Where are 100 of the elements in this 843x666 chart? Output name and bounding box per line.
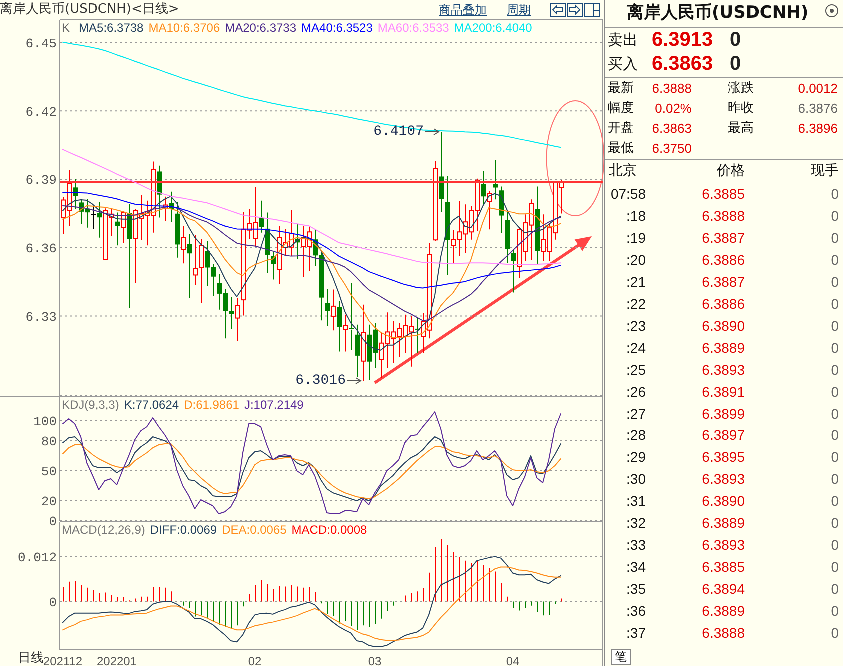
candlestick — [348, 282, 354, 350]
data-label: 6.3891 — [702, 384, 745, 400]
x-axis-title: 日线 — [18, 651, 44, 666]
y-tick-label: :31 — [626, 493, 646, 510]
text: MA10:6.3706 — [148, 21, 220, 36]
data-label: 0 — [831, 252, 839, 268]
y-tick-label: :28 — [626, 427, 646, 444]
text: 买入 — [608, 55, 638, 73]
data-label: 0 — [831, 581, 839, 598]
data-label: 6.3887 — [702, 230, 745, 246]
y-tick-label: :23 — [626, 318, 646, 334]
data-label: 0 — [831, 208, 839, 224]
y-tick-label: :18 — [626, 208, 646, 224]
annotation: 6.3016 — [296, 372, 346, 389]
data-label: 6.3886 — [702, 296, 745, 312]
data-label: 6.3885 — [702, 186, 745, 202]
x-tick-label: 02 — [248, 654, 262, 666]
y-tick-label: :19 — [626, 230, 646, 246]
data-label: 6.3893 — [702, 537, 745, 554]
candlestick — [535, 186, 540, 265]
text: 卖出 — [608, 31, 638, 49]
y-tick-label: :21 — [626, 274, 646, 290]
data-label: 6.3897 — [702, 427, 745, 444]
y-tick-label: :27 — [626, 406, 646, 422]
candlestick — [193, 234, 198, 286]
x-tick-label: 03 — [368, 654, 382, 666]
text: 0.02% — [655, 101, 692, 117]
data-label: 6.3888 — [702, 208, 745, 224]
text: 6.3750 — [652, 141, 692, 157]
data-label: 0 — [831, 362, 839, 378]
data-label: 6.3893 — [702, 471, 745, 488]
text: DIFF:0.0069 — [150, 523, 218, 538]
data-label: 6.3899 — [702, 406, 745, 422]
y-tick-label: 0 — [49, 595, 57, 610]
data-label: 6.3888 — [702, 625, 745, 641]
text: K:77.0624 — [124, 398, 180, 413]
y-tick-label: 50 — [41, 464, 57, 480]
data-label: 0 — [831, 384, 839, 400]
y-tick-label: :37 — [626, 625, 646, 641]
data-label: 6.3893 — [702, 362, 745, 378]
data-label: 6.3890 — [702, 493, 745, 510]
y-tick-label: 6.42 — [26, 104, 57, 120]
chart-title: KDJ(9,3,3) — [62, 398, 120, 413]
candlestick — [187, 234, 192, 299]
annotation: 6.4107 — [374, 124, 424, 140]
y-tick-label: :34 — [626, 559, 646, 576]
data-label: 6.3887 — [702, 274, 745, 290]
data-label: 0 — [831, 406, 839, 422]
data-label: 6.3886 — [702, 252, 745, 268]
text: 0 — [730, 52, 742, 76]
text: 幅度 — [608, 101, 634, 117]
data-label: 0 — [831, 427, 839, 444]
text: 商品叠加 — [439, 2, 487, 18]
y-axis-title: 北京 — [609, 163, 637, 179]
y-tick-label: :24 — [626, 340, 646, 356]
text: 最新 — [608, 81, 634, 97]
legend-title: K — [62, 21, 70, 36]
line-series — [62, 412, 562, 514]
y-tick-label: :22 — [626, 296, 646, 312]
data-label: 0 — [831, 515, 839, 532]
data-label: 0 — [831, 186, 839, 202]
text: 0 — [730, 28, 742, 52]
candlestick — [361, 304, 366, 382]
x-tick-label: 202201 — [96, 654, 138, 666]
y-tick-label: :25 — [626, 362, 646, 378]
x-tick-label: 202112 — [43, 654, 83, 666]
candlestick — [493, 160, 498, 200]
candlestick — [181, 226, 186, 264]
candlestick — [343, 314, 348, 352]
y-tick-label: 6.39 — [26, 173, 57, 188]
y-tick-label: 6.45 — [26, 36, 57, 52]
candlestick — [439, 132, 444, 213]
x-tick-label: 04 — [506, 654, 520, 666]
y-tick-label: 07:58 — [610, 186, 646, 202]
text: 6.3863 — [652, 52, 714, 76]
y-tick-label: 20 — [41, 494, 57, 510]
text: 0.0012 — [798, 81, 838, 97]
candlestick — [481, 170, 486, 206]
text: 6.3888 — [652, 81, 692, 97]
candlestick — [445, 176, 450, 276]
text: 笔 — [611, 649, 631, 665]
candlestick — [325, 288, 330, 327]
line-series — [62, 566, 562, 642]
data-label: 6.3889 — [702, 603, 745, 620]
text: 6.3896 — [798, 121, 838, 137]
data-label: 0 — [831, 493, 839, 510]
x-tick-label: 价格 — [717, 163, 745, 179]
data-label: 6.3890 — [702, 318, 745, 334]
data-label: 0 — [831, 274, 839, 290]
data-label: 6.3894 — [702, 581, 745, 598]
text: 最低 — [608, 141, 634, 157]
text: MA200:6.4040 — [454, 21, 532, 36]
text: D:61.9861 — [184, 398, 240, 413]
chart-title: 离岸人民币(USDCNH)<日线> — [0, 2, 180, 18]
data-label: 0 — [831, 471, 839, 488]
data-label: 6.3885 — [702, 559, 745, 576]
candlestick — [229, 296, 234, 330]
candlestick — [235, 298, 240, 342]
text: 开盘 — [608, 121, 634, 137]
y-tick-label: :26 — [626, 384, 646, 400]
